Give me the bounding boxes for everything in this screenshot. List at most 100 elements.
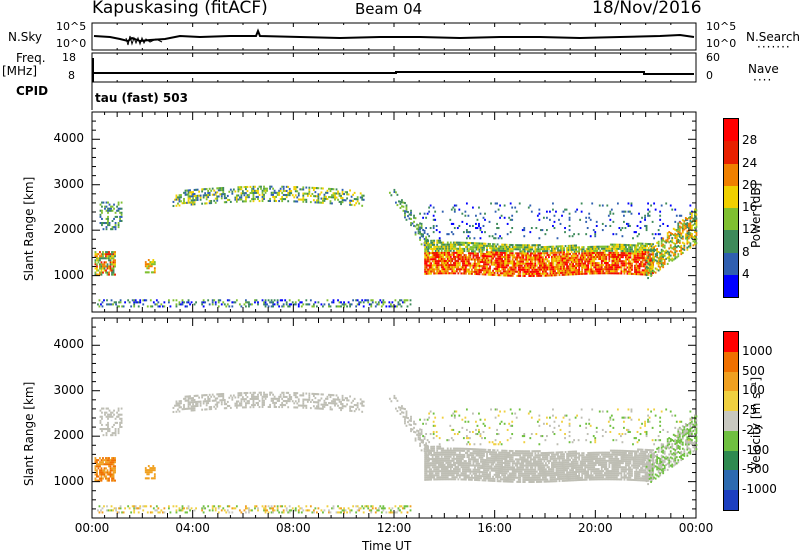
power-cell bbox=[440, 272, 443, 275]
velocity-cell bbox=[358, 507, 361, 510]
power-cell bbox=[637, 260, 639, 263]
power-cell bbox=[611, 268, 614, 271]
velocity-cell bbox=[443, 459, 446, 462]
power-cell bbox=[641, 252, 644, 255]
velocity-cell bbox=[114, 417, 117, 420]
power-cell bbox=[492, 243, 494, 246]
power-cell bbox=[288, 187, 291, 191]
power-cell bbox=[100, 253, 103, 256]
velocity-cell bbox=[440, 468, 443, 471]
power-cell bbox=[614, 262, 617, 265]
power-cell bbox=[578, 258, 581, 261]
power-cell bbox=[622, 254, 624, 257]
power-cell bbox=[575, 266, 578, 270]
power-cell bbox=[693, 239, 696, 242]
power-cell bbox=[584, 254, 587, 257]
power-cell bbox=[474, 266, 476, 269]
power-cell bbox=[576, 250, 579, 253]
velocity-cell bbox=[337, 398, 339, 401]
power-cell bbox=[249, 303, 252, 306]
power-cell bbox=[648, 265, 651, 268]
power-cell bbox=[674, 245, 677, 248]
velocity-cell bbox=[237, 396, 240, 399]
power-cell bbox=[294, 186, 297, 189]
power-cell bbox=[337, 198, 339, 201]
power-cell bbox=[424, 250, 427, 253]
velocity-cell bbox=[248, 511, 250, 514]
velocity-cell bbox=[105, 457, 107, 460]
power-cell bbox=[631, 244, 633, 247]
power-cell bbox=[678, 233, 681, 236]
power-cell bbox=[623, 245, 626, 249]
power-cell bbox=[590, 249, 593, 253]
power-cell bbox=[560, 259, 562, 262]
power-cell bbox=[449, 245, 452, 248]
power-cell bbox=[297, 305, 300, 308]
power-cell bbox=[108, 259, 110, 262]
power-cell bbox=[668, 253, 671, 256]
power-cell bbox=[665, 257, 668, 260]
velocity-cell bbox=[297, 509, 300, 512]
power-cell bbox=[285, 301, 288, 304]
power-cell bbox=[647, 251, 650, 254]
power-cell bbox=[653, 246, 656, 249]
velocity-cell bbox=[163, 511, 166, 514]
power-cell bbox=[270, 301, 273, 304]
power-cell bbox=[475, 268, 478, 271]
power-cell bbox=[216, 191, 219, 194]
velocity-cell bbox=[178, 404, 181, 407]
power-cell bbox=[635, 254, 638, 257]
power-cell bbox=[328, 305, 330, 308]
velocity-cell bbox=[99, 463, 101, 466]
power-cell bbox=[451, 251, 454, 254]
power-cell bbox=[538, 252, 541, 255]
power-cell bbox=[690, 233, 693, 236]
power-cell bbox=[109, 255, 112, 258]
power-cell bbox=[514, 244, 517, 247]
power-cell bbox=[628, 270, 630, 273]
velocity-cell bbox=[334, 402, 336, 405]
power-cell bbox=[113, 226, 115, 229]
velocity-cell bbox=[370, 509, 373, 512]
power-cell bbox=[527, 206, 530, 209]
power-cell bbox=[445, 245, 448, 248]
power-cell bbox=[105, 255, 107, 258]
velocity-cell bbox=[217, 511, 220, 514]
velocity-cell bbox=[111, 457, 113, 460]
power-cell bbox=[490, 273, 493, 276]
power-cell bbox=[445, 255, 448, 258]
power-cell bbox=[635, 268, 638, 272]
power-cell bbox=[460, 256, 463, 259]
power-cell bbox=[690, 227, 693, 230]
power-cell bbox=[669, 232, 672, 235]
power-cell bbox=[511, 262, 514, 265]
power-cell bbox=[99, 263, 101, 266]
power-cell bbox=[498, 270, 500, 273]
velocity-cell bbox=[446, 470, 449, 473]
power-cell bbox=[240, 186, 243, 189]
power-cell bbox=[686, 238, 689, 241]
power-cell bbox=[516, 248, 519, 251]
velocity-cell bbox=[368, 509, 371, 512]
power-cell bbox=[555, 268, 558, 271]
power-cell bbox=[257, 197, 259, 201]
power-cell bbox=[467, 254, 470, 257]
power-cell bbox=[312, 186, 315, 189]
power-cell bbox=[276, 303, 279, 306]
power-cell bbox=[428, 260, 431, 263]
power-cell bbox=[535, 250, 538, 253]
power-cell bbox=[110, 209, 112, 212]
power-cell bbox=[184, 305, 187, 308]
velocity-cell bbox=[105, 463, 107, 466]
power-cell bbox=[689, 215, 692, 218]
power-cell bbox=[504, 251, 507, 254]
velocity-cell bbox=[439, 466, 442, 469]
velocity-cell bbox=[99, 428, 102, 431]
power-cell bbox=[665, 241, 668, 244]
power-cell bbox=[612, 212, 615, 215]
power-cell bbox=[647, 252, 649, 255]
power-cell bbox=[611, 245, 614, 248]
power-cell bbox=[672, 248, 675, 251]
power-cell bbox=[288, 194, 291, 197]
power-cell bbox=[98, 299, 101, 302]
